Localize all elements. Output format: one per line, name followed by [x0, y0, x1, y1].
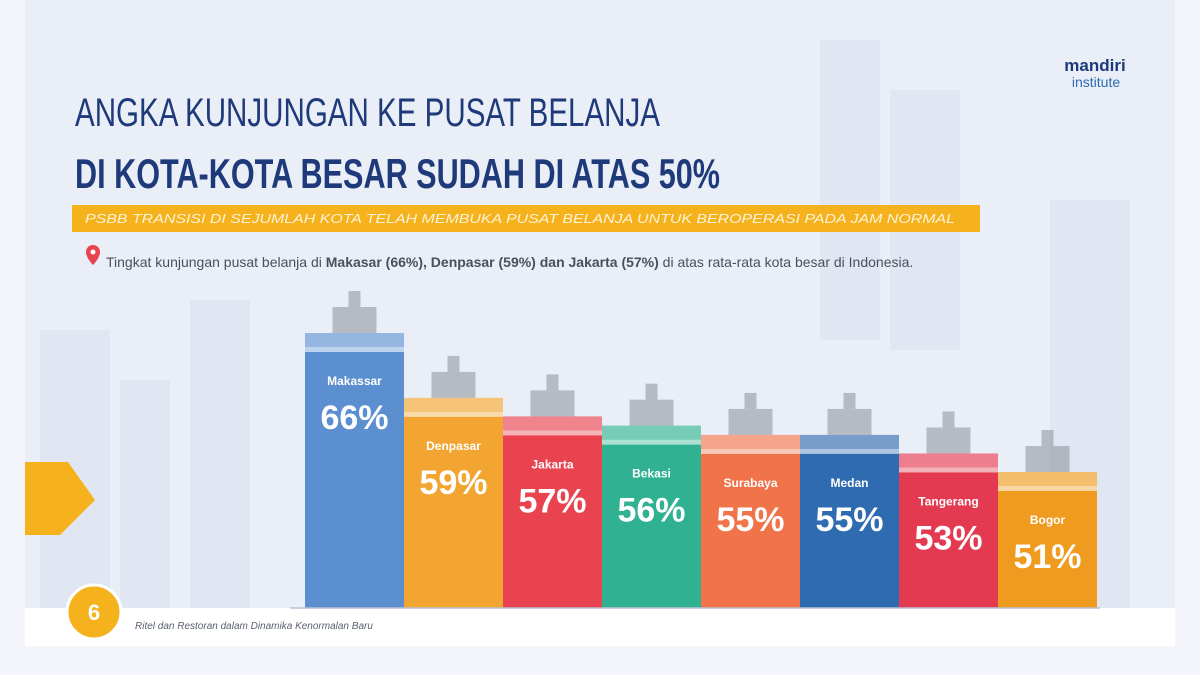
bar-cap: [602, 425, 701, 440]
pin-icon: [90, 249, 96, 255]
bar-cap: [701, 434, 800, 449]
title: ANGKA KUNJUNGAN KE PUSAT BELANJA: [75, 91, 660, 135]
landmark: [942, 411, 955, 428]
bar: [800, 434, 899, 608]
subtitle-banner: [72, 205, 980, 232]
bar: [305, 333, 404, 608]
landmark: [827, 408, 872, 435]
bar: [404, 397, 503, 608]
title: DI KOTA-KOTA BESAR SUDAH DI ATAS 50%: [75, 150, 720, 197]
bar-cap: [800, 448, 899, 454]
value-label: 53%: [914, 519, 982, 557]
note-text: Tingkat kunjungan pusat belanja di: [106, 254, 326, 270]
bar-cap: [800, 434, 899, 449]
bar-cap: [503, 430, 602, 436]
footer-strip: [25, 608, 1175, 646]
bar-cap: [701, 448, 800, 454]
decoration: [25, 462, 95, 535]
value-label: 66%: [320, 399, 388, 437]
bar-cap: [899, 467, 998, 473]
bar-cap: [602, 439, 701, 445]
landmark: [843, 392, 856, 409]
landmark: [348, 291, 361, 307]
category-label: Medan: [830, 476, 868, 490]
bar-cap: [305, 333, 404, 347]
logo: mandiri: [1064, 56, 1125, 75]
pin-icon: [86, 245, 100, 265]
landmark: [332, 307, 377, 333]
landmark: [447, 355, 460, 372]
category-label: Jakarta: [531, 457, 573, 471]
page-badge: [65, 583, 123, 641]
category-label: Makassar: [327, 374, 382, 388]
landmark: [1025, 446, 1070, 472]
value-label: 59%: [419, 464, 487, 502]
note-text: di atas rata-rata kota besar di Indonesi…: [659, 254, 913, 270]
bar: [899, 453, 998, 608]
category-label: Bekasi: [632, 467, 671, 481]
logo: institute: [1072, 74, 1120, 90]
category-label: Surabaya: [723, 476, 777, 490]
bar-cap: [503, 416, 602, 431]
bar-cap: [899, 453, 998, 468]
page-number: 6: [88, 600, 100, 625]
value-label: 55%: [716, 501, 784, 539]
category-label: Tangerang: [918, 494, 978, 508]
bar-cap: [998, 486, 1097, 491]
value-label: 57%: [518, 482, 586, 520]
landmark: [530, 390, 575, 417]
subtitle: PSBB TRANSISI DI SEJUMLAH KOTA TELAH MEM…: [85, 211, 955, 226]
landmark: [629, 399, 674, 426]
value-label: 55%: [815, 501, 883, 539]
landmark: [645, 383, 658, 400]
landmark: [926, 427, 971, 454]
landmark: [728, 408, 773, 435]
landmark: [1041, 430, 1054, 446]
bar: [998, 472, 1097, 608]
landmark: [546, 374, 559, 391]
landmark: [744, 392, 757, 409]
bar: [602, 425, 701, 608]
note-text: Makasar (66%), Denpasar (59%) dan Jakart…: [326, 254, 659, 270]
landmark: [431, 371, 476, 398]
value-label: 56%: [617, 492, 685, 530]
value-label: 51%: [1013, 538, 1081, 576]
footer: Ritel dan Restoran dalam Dinamika Kenorm…: [135, 621, 373, 632]
note: Tingkat kunjungan pusat belanja di Makas…: [106, 254, 913, 270]
bar: [701, 434, 800, 608]
bar-cap: [998, 472, 1097, 486]
bar: [503, 416, 602, 608]
bar-cap: [404, 397, 503, 412]
bars: Makassar 66% Denpasar 59% Jakarta 57% Bekasi 56…: [305, 291, 1097, 608]
category-label: Denpasar: [426, 439, 481, 453]
bar-cap: [305, 347, 404, 352]
category-label: Bogor: [1030, 513, 1066, 527]
bar-cap: [404, 411, 503, 417]
